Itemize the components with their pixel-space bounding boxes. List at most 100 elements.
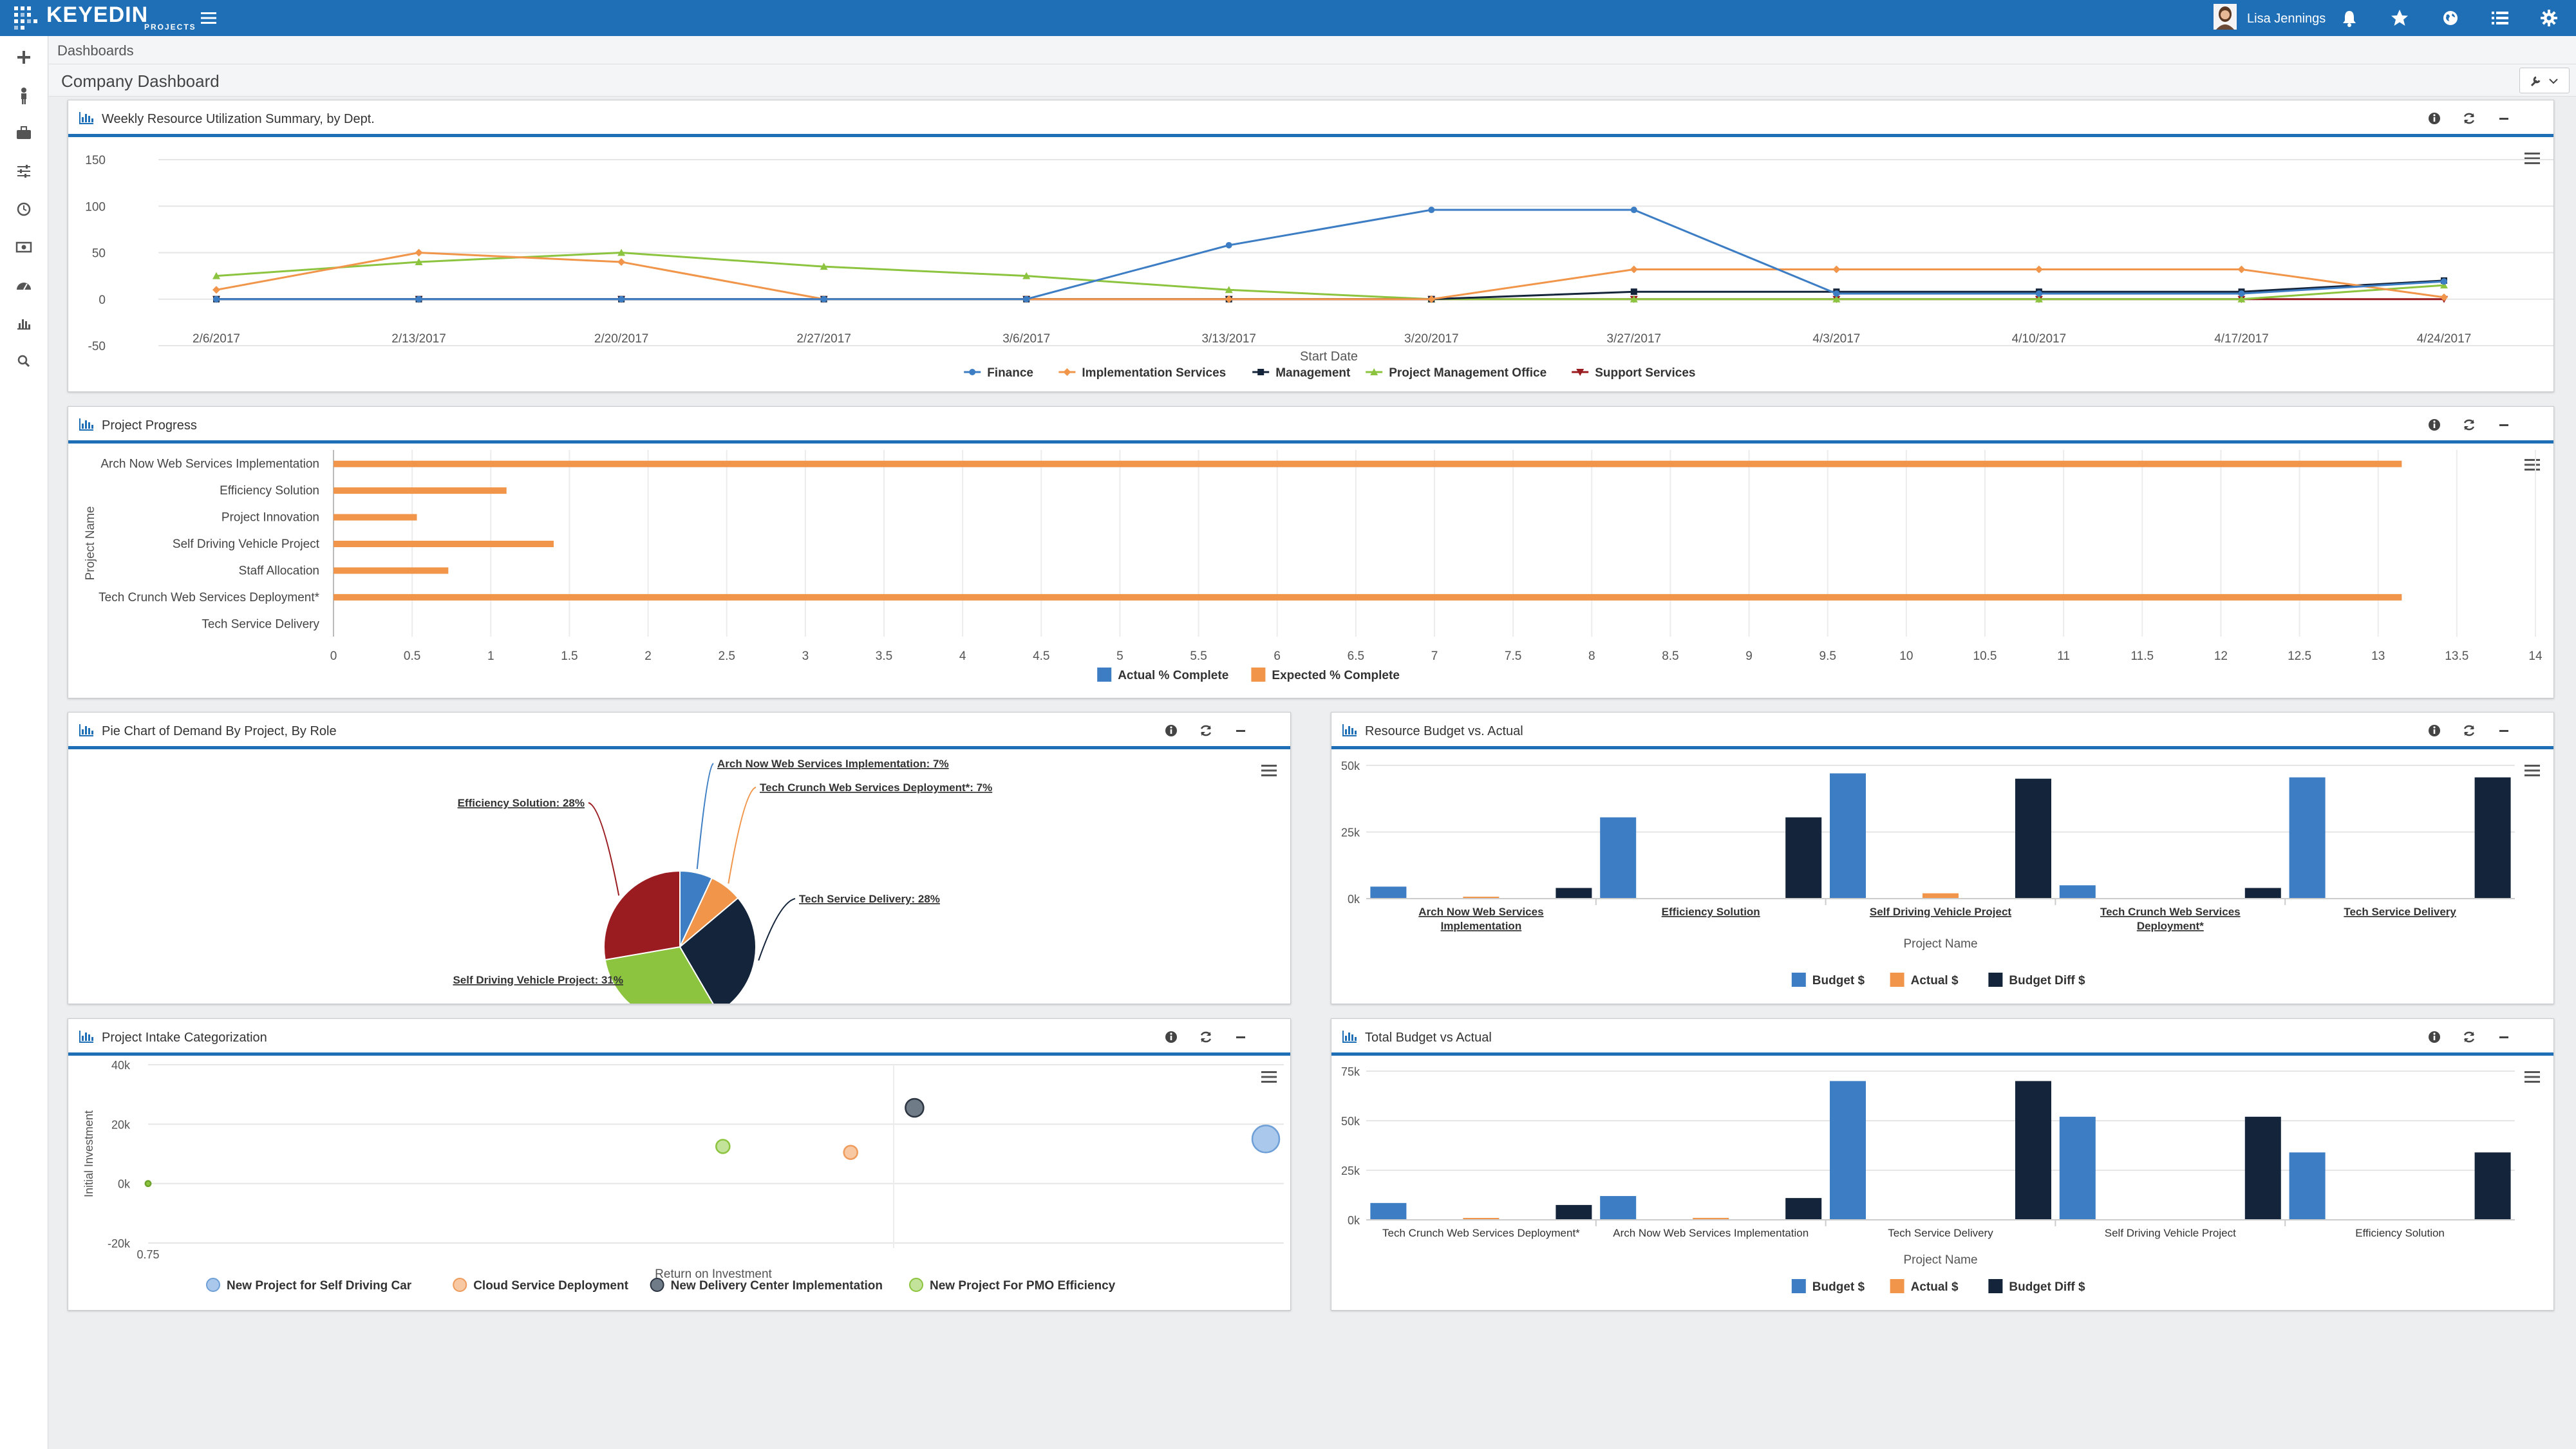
- series-line: [216, 251, 2445, 301]
- info-icon[interactable]: [2426, 722, 2443, 739]
- legend-marker: [1370, 368, 1378, 375]
- dashboard-icon[interactable]: [9, 270, 39, 300]
- legend-label: Cloud Service Deployment: [473, 1279, 628, 1293]
- y-tick-label: 0k: [1348, 1214, 1360, 1227]
- chart-menu-icon[interactable]: [2523, 151, 2542, 166]
- wrench-icon: [2530, 76, 2541, 87]
- minimize-icon[interactable]: [2496, 110, 2512, 127]
- user-name[interactable]: Lisa Jennings: [2247, 12, 2326, 26]
- minimize-icon[interactable]: [2496, 1029, 2512, 1045]
- breadcrumb[interactable]: Dashboards: [57, 42, 134, 59]
- legend-marker: [1576, 369, 1584, 376]
- chevron-down-icon: [2549, 79, 2558, 84]
- chart-menu-icon[interactable]: [2523, 763, 2542, 778]
- list-icon[interactable]: [2490, 10, 2510, 26]
- minimize-icon[interactable]: [1232, 1029, 1249, 1045]
- info-icon[interactable]: [1163, 722, 1180, 739]
- y-axis-title: Initial Investment: [82, 1110, 95, 1197]
- page-title: Company Dashboard: [61, 71, 220, 91]
- resource-budget-bar-chart: 50k 25k 0k Arch Now Web Services Implementat…: [1341, 760, 2515, 987]
- star-icon[interactable]: [2390, 8, 2409, 28]
- minimize-icon[interactable]: [1232, 722, 1249, 739]
- refresh-icon[interactable]: [2461, 110, 2477, 127]
- user-avatar[interactable]: [2214, 4, 2237, 30]
- briefcase-icon[interactable]: [9, 118, 39, 148]
- logo-wordmark: KEYEDIN: [46, 3, 149, 27]
- gear-icon[interactable]: [2539, 8, 2559, 28]
- bar: [2059, 1116, 2096, 1220]
- info-icon[interactable]: [2426, 110, 2443, 127]
- keyedin-logo-icon[interactable]: [12, 4, 45, 32]
- minimize-icon[interactable]: [2496, 722, 2512, 739]
- x-tick-label: 5: [1116, 650, 1123, 663]
- search-icon[interactable]: [9, 346, 39, 376]
- x-tick-label: 3.5: [876, 650, 892, 663]
- panel-header: Project Progress: [68, 407, 2553, 444]
- chart-menu-icon[interactable]: [2523, 1069, 2542, 1085]
- refresh-icon[interactable]: [2461, 722, 2477, 739]
- demand-pie-chart: Arch Now Web Services Implementation: 7%…: [453, 758, 992, 1004]
- globe-icon[interactable]: [2441, 9, 2459, 27]
- legend-swatch: [650, 1278, 664, 1292]
- bar: [1830, 773, 1866, 899]
- pie-connector: [588, 802, 620, 896]
- bell-icon[interactable]: [2341, 9, 2358, 27]
- data-point: [2440, 281, 2448, 289]
- bar: [1693, 1217, 1729, 1220]
- chart-menu-icon[interactable]: [1259, 1069, 1279, 1085]
- x-tick-label: Arch Now Web Services: [1418, 906, 1543, 918]
- menu-icon[interactable]: [200, 10, 218, 26]
- info-icon[interactable]: [2426, 416, 2443, 433]
- y-tick-label: 25k: [1341, 827, 1360, 839]
- pie-connector: [728, 787, 757, 884]
- data-point: [2035, 295, 2043, 303]
- x-tick-label: 6.5: [1348, 650, 1364, 663]
- x-tick-label: Efficiency Solution: [2355, 1227, 2445, 1239]
- refresh-icon[interactable]: [1198, 722, 1214, 739]
- bar: [2244, 888, 2281, 899]
- minimize-icon[interactable]: [2496, 416, 2512, 433]
- pie-label: Efficiency Solution: 28%: [458, 797, 585, 809]
- bar: [334, 594, 2402, 601]
- bar: [1463, 1218, 1500, 1220]
- x-tick-label: 4/3/2017: [1812, 332, 1860, 346]
- legend-swatch: [1097, 668, 1112, 682]
- pie-label: Tech Crunch Web Services Deployment*: 7%: [760, 781, 992, 794]
- legend-swatch: [1890, 973, 1904, 987]
- y-tick-label: Project Innovation: [221, 511, 319, 525]
- bar: [1370, 1202, 1407, 1220]
- chart-menu-icon[interactable]: [1259, 763, 1279, 778]
- refresh-icon[interactable]: [1198, 1029, 1214, 1045]
- info-icon[interactable]: [2426, 1029, 2443, 1045]
- legend-label: Budget $: [1812, 1280, 1865, 1294]
- x-tick-label: 2/6/2017: [193, 332, 240, 346]
- sliders-icon[interactable]: [9, 156, 39, 186]
- legend-label: Budget Diff $: [2009, 1280, 2085, 1294]
- refresh-icon[interactable]: [2461, 1029, 2477, 1045]
- clock-icon[interactable]: [9, 194, 39, 224]
- money-icon[interactable]: [9, 232, 39, 262]
- x-tick-label: 3/27/2017: [1607, 332, 1662, 346]
- legend-label: Implementation Services: [1082, 366, 1226, 380]
- plus-icon[interactable]: [9, 42, 39, 72]
- x-tick-label: 0.5: [404, 650, 420, 663]
- bar: [334, 460, 2402, 467]
- x-tick-label: Implementation: [1441, 920, 1522, 932]
- refresh-icon[interactable]: [2461, 416, 2477, 433]
- project-progress-bar-chart: 0 0.5 1 1.5 2 2.5 3 3.5 4 4.5 5 5.5 6 6.5 7 7.5 8 8.5 9 9.5…: [84, 450, 2543, 682]
- dashboard-settings-button[interactable]: [2519, 68, 2570, 93]
- person-icon[interactable]: [9, 80, 39, 110]
- x-tick-label: 1: [487, 650, 494, 663]
- chart-icon: [1342, 1031, 1357, 1043]
- x-tick-label: Tech Service Delivery: [1888, 1227, 1993, 1239]
- bar-chart-icon[interactable]: [9, 308, 39, 338]
- data-point: [1022, 272, 1031, 279]
- x-tick-label: 2/20/2017: [594, 332, 649, 346]
- legend-swatch: [453, 1278, 467, 1292]
- x-tick-label: 11: [2057, 650, 2070, 663]
- chart-menu-icon[interactable]: [2523, 457, 2542, 472]
- info-icon[interactable]: [1163, 1029, 1180, 1045]
- y-tick-label: Tech Crunch Web Services Deployment*: [99, 591, 319, 604]
- demand-pie-panel: Pie Chart of Demand By Project, By Role …: [68, 712, 1291, 1004]
- bar: [1463, 897, 1500, 899]
